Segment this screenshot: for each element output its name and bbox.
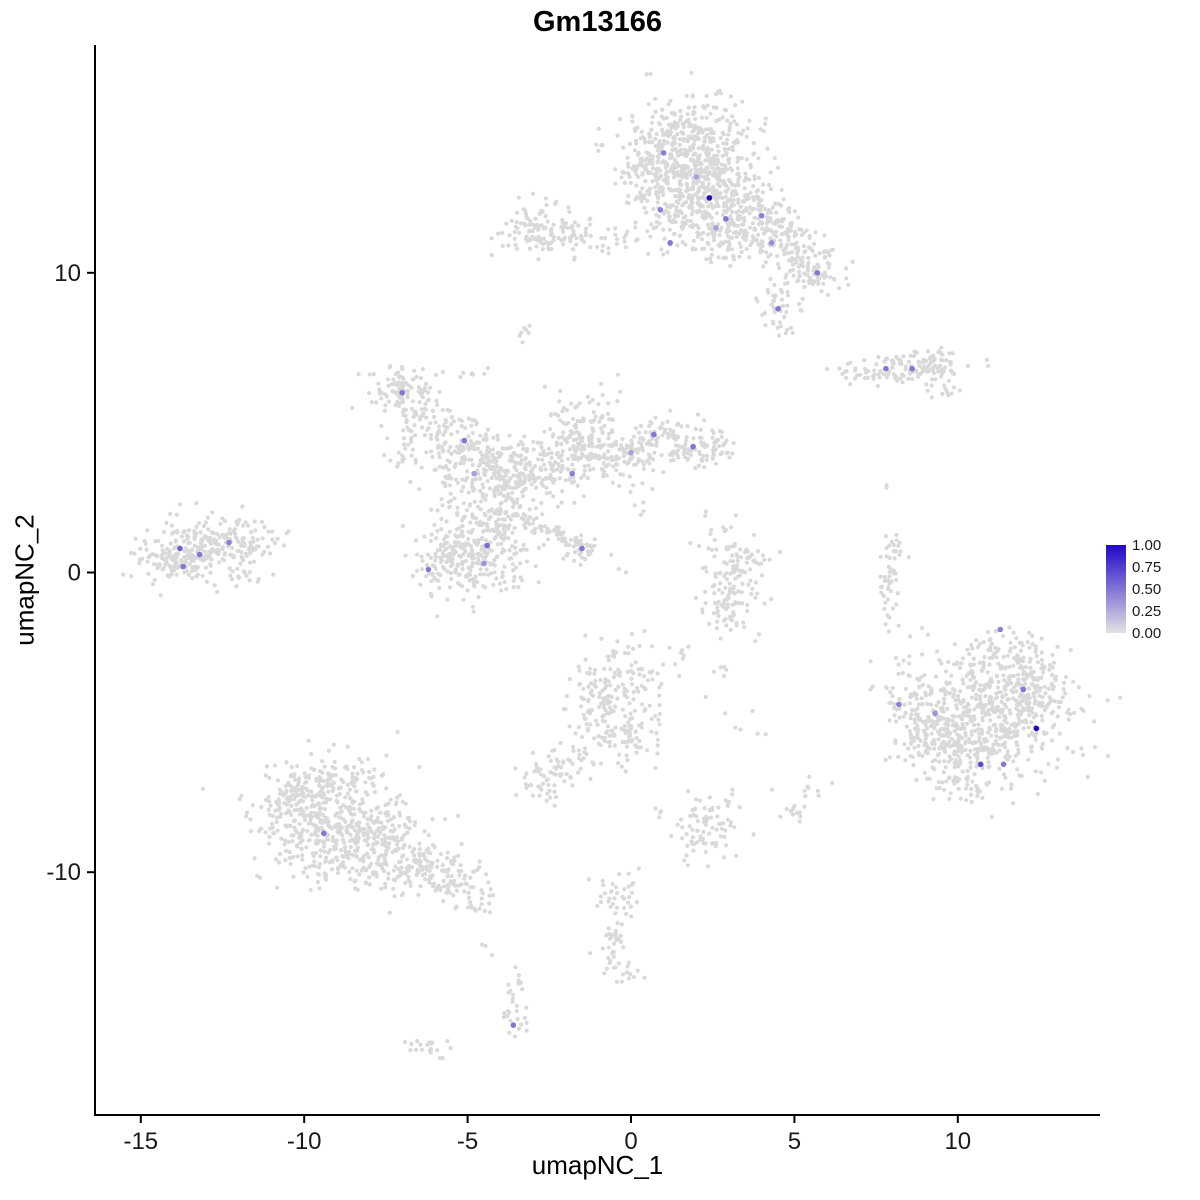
plot-title: Gm13166 [533, 6, 662, 38]
expressing-points [177, 150, 1040, 1028]
scatter-points [121, 70, 1123, 1061]
y-tick-label: 0 [68, 560, 81, 587]
legend-tick-label: 0.25 [1132, 603, 1161, 620]
x-tick-label: -10 [287, 1128, 322, 1155]
x-axis-title: umapNC_1 [531, 1150, 664, 1180]
y-tick-label: 10 [54, 260, 81, 287]
legend-tick-label: 0.50 [1132, 581, 1161, 598]
x-tick-label: 10 [944, 1128, 971, 1155]
legend-gradient-bar [1106, 545, 1126, 633]
legend-tick-label: 0.75 [1132, 559, 1161, 576]
x-tick-label: -15 [123, 1128, 158, 1155]
legend-tick-label: 1.00 [1132, 537, 1161, 554]
legend-tick-label: 0.00 [1132, 625, 1161, 642]
y-tick-label: -10 [46, 859, 81, 886]
x-tick-label: 5 [788, 1128, 801, 1155]
x-tick-label: 0 [624, 1128, 637, 1155]
x-tick-label: -5 [457, 1128, 478, 1155]
axes: -15 -10 -5 0 5 10 -10 0 10 [46, 45, 1100, 1155]
y-axis-title: umapNC_2 [9, 514, 40, 646]
